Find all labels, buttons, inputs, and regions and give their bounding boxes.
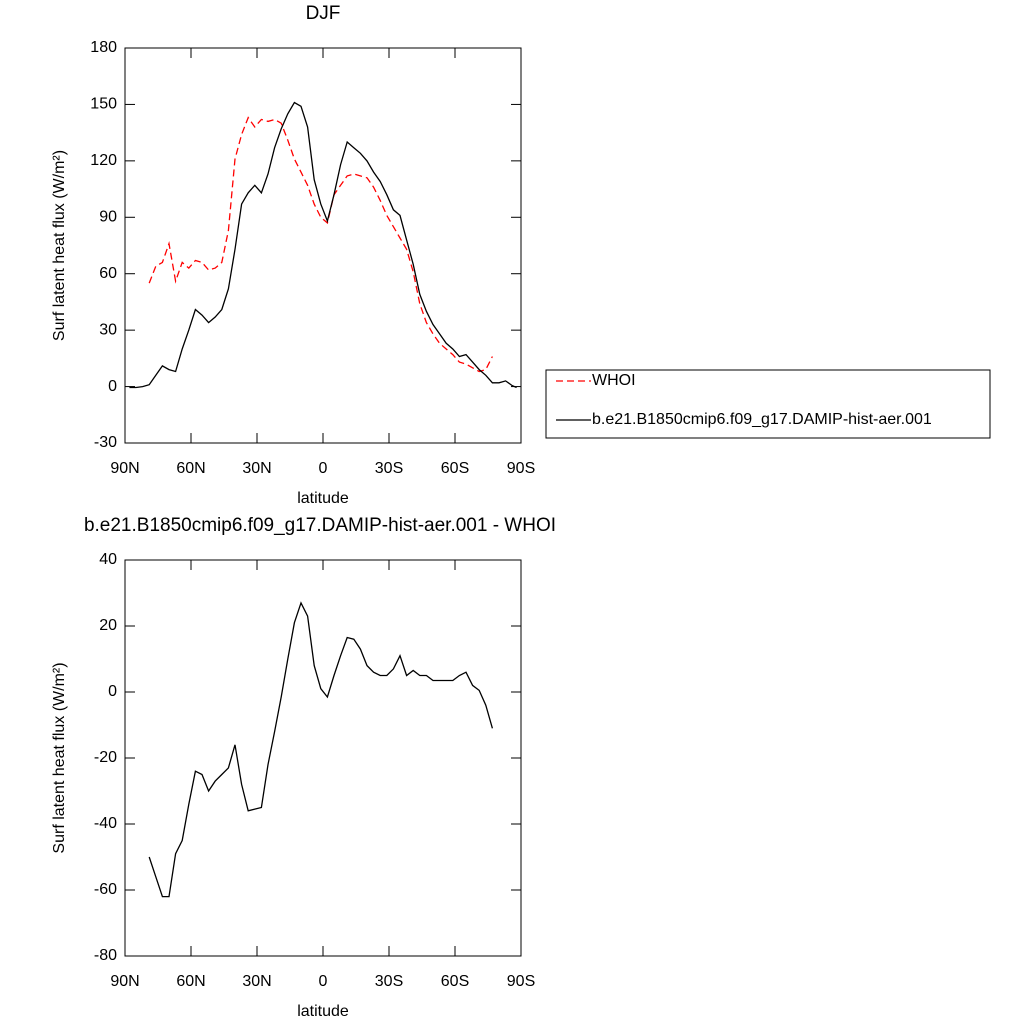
data-line bbox=[148, 116, 493, 373]
legend-box bbox=[545, 369, 991, 439]
x-tick-label: 90N bbox=[110, 973, 139, 990]
y-tick-label: 40 bbox=[99, 551, 117, 568]
y-tick-label: -60 bbox=[94, 881, 117, 898]
x-tick-label: 60N bbox=[176, 973, 205, 990]
x-axis-label: latitude bbox=[297, 1003, 349, 1020]
y-tick-label: 0 bbox=[108, 683, 117, 700]
x-tick-label: 30S bbox=[375, 460, 403, 477]
x-tick-label: 30N bbox=[242, 973, 271, 990]
x-tick-label: 60S bbox=[441, 973, 469, 990]
y-tick-label: 60 bbox=[99, 265, 117, 282]
y-tick-label: 180 bbox=[90, 39, 117, 56]
y-axis-label: Surf latent heat flux (W/m²) bbox=[51, 662, 68, 853]
x-tick-label: 90N bbox=[110, 460, 139, 477]
x-tick-label: 30N bbox=[242, 460, 271, 477]
legend-label: b.e21.B1850cmip6.f09_g17.DAMIP-hist-aer.… bbox=[592, 411, 932, 428]
y-axis-label: Surf latent heat flux (W/m²) bbox=[51, 150, 68, 341]
x-tick-label: 0 bbox=[319, 973, 328, 990]
data-line bbox=[129, 101, 517, 389]
data-line bbox=[148, 601, 494, 898]
y-tick-label: -20 bbox=[94, 749, 117, 766]
x-tick-label: 0 bbox=[319, 460, 328, 477]
x-tick-label: 90S bbox=[507, 460, 535, 477]
x-axis-label: latitude bbox=[297, 490, 349, 507]
plot-frame bbox=[124, 559, 522, 957]
y-tick-label: 90 bbox=[99, 209, 117, 226]
y-tick-label: 150 bbox=[90, 96, 117, 113]
x-tick-label: 60N bbox=[176, 460, 205, 477]
y-tick-label: -30 bbox=[94, 434, 117, 451]
y-tick-label: -40 bbox=[94, 815, 117, 832]
y-tick-label: 30 bbox=[99, 321, 117, 338]
y-tick-label: 120 bbox=[90, 152, 117, 169]
y-tick-label: 20 bbox=[99, 617, 117, 634]
chart-title: DJF bbox=[306, 3, 341, 24]
y-tick-label: -80 bbox=[94, 947, 117, 964]
plot-frame bbox=[124, 47, 522, 444]
x-tick-label: 60S bbox=[441, 460, 469, 477]
x-tick-label: 90S bbox=[507, 973, 535, 990]
chart-title: b.e21.B1850cmip6.f09_g17.DAMIP-hist-aer.… bbox=[84, 515, 556, 536]
y-tick-label: 0 bbox=[108, 378, 117, 395]
legend-label: WHOI bbox=[592, 372, 636, 389]
x-tick-label: 30S bbox=[375, 973, 403, 990]
